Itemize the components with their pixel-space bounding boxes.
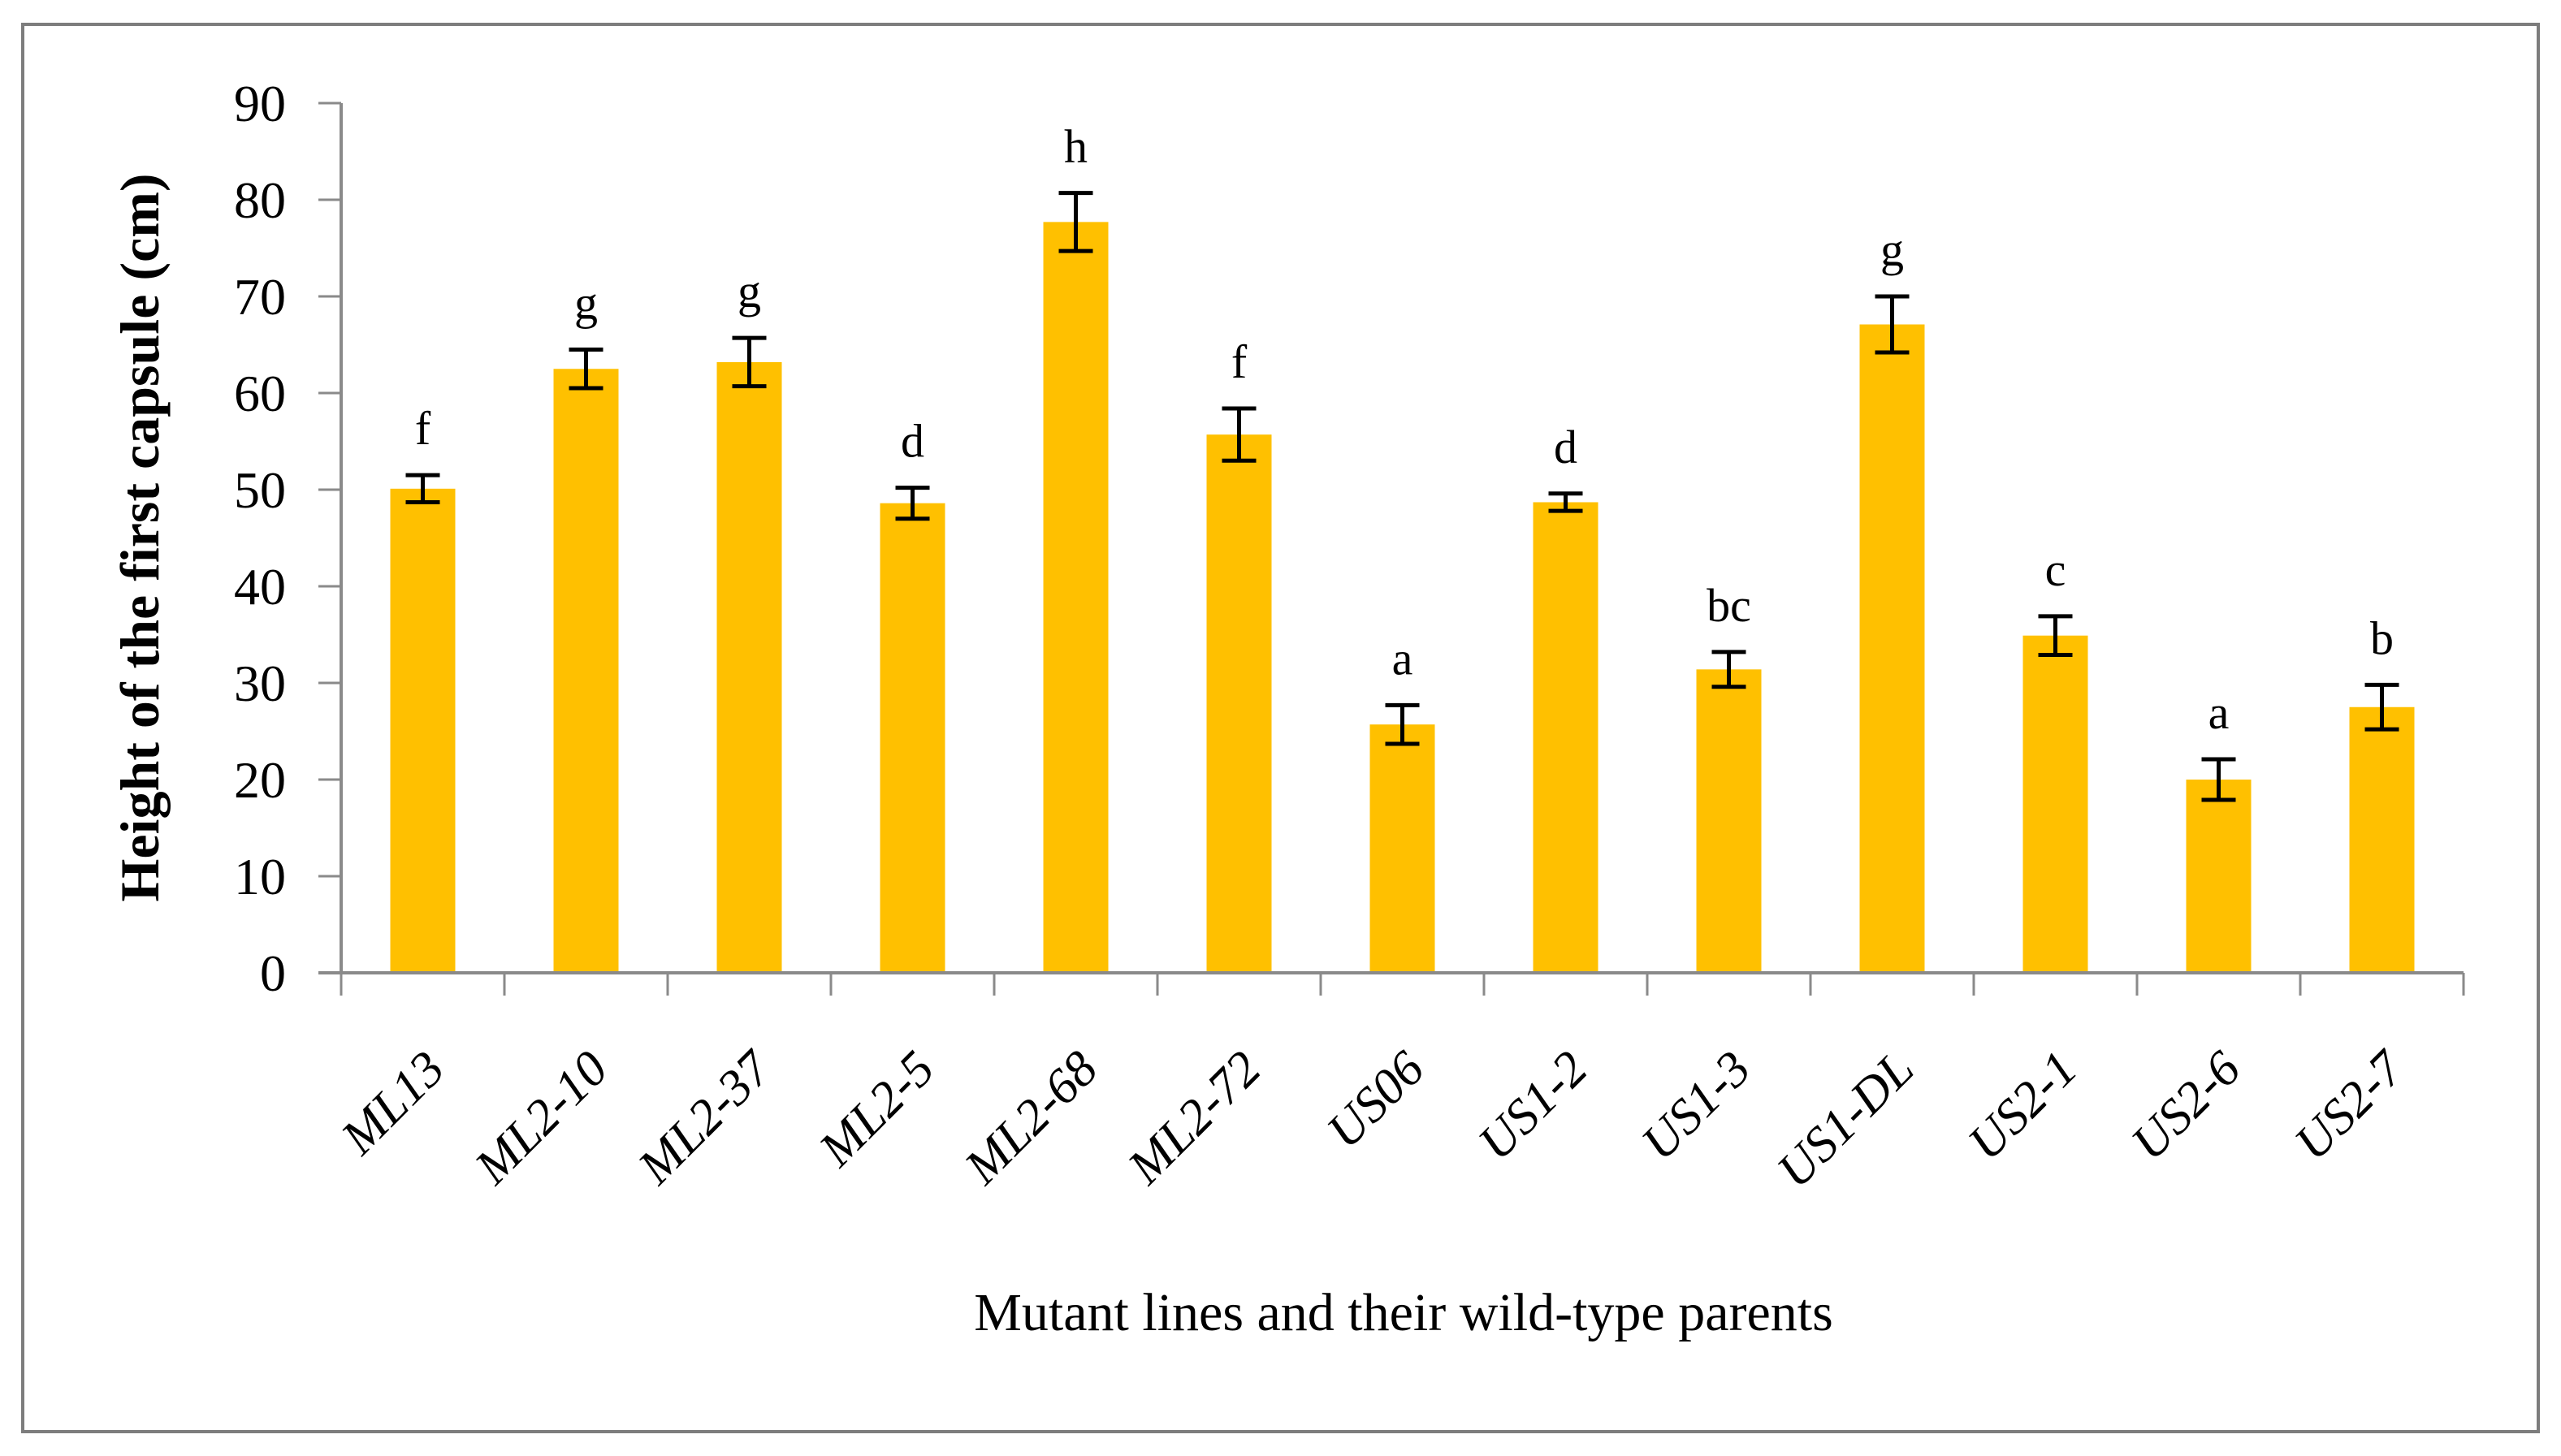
bar-ML2-68 bbox=[1043, 222, 1109, 973]
y-tick-label-20: 20 bbox=[234, 751, 286, 809]
y-tick-label-30: 30 bbox=[234, 655, 286, 712]
significance-letter-US1-3: bc bbox=[1707, 579, 1751, 632]
bar-US2-1 bbox=[2022, 635, 2088, 973]
significance-letter-US2-7: b bbox=[2370, 611, 2394, 664]
y-tick-label-60: 60 bbox=[234, 365, 286, 422]
bar-US2-7 bbox=[2349, 706, 2415, 973]
bar-ML2-72 bbox=[1206, 434, 1272, 973]
y-tick-label-40: 40 bbox=[234, 558, 286, 616]
x-tick-label-ML2-37: ML2-37 bbox=[627, 1039, 783, 1195]
figure-border bbox=[21, 23, 2540, 1433]
bar-ML13 bbox=[390, 488, 456, 973]
bar-US1-2 bbox=[1533, 502, 1598, 973]
bar-US1-3 bbox=[1696, 669, 1762, 973]
bar-ML2-10 bbox=[553, 369, 619, 973]
significance-letter-US2-6: a bbox=[2208, 686, 2230, 739]
y-tick-label-0: 0 bbox=[260, 944, 286, 1002]
significance-letter-ML2-68: h bbox=[1064, 120, 1088, 173]
x-tick-label-US2-1: US2-1 bbox=[1958, 1041, 2087, 1171]
x-tick-label-ML2-68: ML2-68 bbox=[954, 1041, 1108, 1195]
x-tick-label-US2-7: US2-7 bbox=[2284, 1039, 2416, 1171]
x-tick-label-US1-DL: US1-DL bbox=[1767, 1041, 1924, 1199]
bar-US06 bbox=[1369, 724, 1435, 973]
y-tick-label-70: 70 bbox=[234, 268, 286, 326]
bar-US2-6 bbox=[2186, 780, 2252, 973]
x-axis-title: Mutant lines and their wild-type parents bbox=[974, 1283, 1833, 1342]
x-tick-label-ML2-72: ML2-72 bbox=[1117, 1041, 1271, 1195]
y-tick-label-90: 90 bbox=[234, 75, 286, 132]
significance-letter-US06: a bbox=[1392, 632, 1413, 685]
x-tick-label-US06: US06 bbox=[1317, 1041, 1435, 1160]
bar-ML2-5 bbox=[880, 503, 945, 973]
x-tick-label-ML13: ML13 bbox=[331, 1041, 456, 1166]
x-tick-label-US2-6: US2-6 bbox=[2121, 1041, 2251, 1171]
significance-letter-ML13: f bbox=[415, 402, 431, 455]
y-tick-label-80: 80 bbox=[234, 171, 286, 229]
significance-letter-ML2-72: f bbox=[1231, 335, 1248, 388]
significance-letter-ML2-10: g bbox=[574, 276, 598, 329]
x-tick-label-ML2-5: ML2-5 bbox=[808, 1041, 945, 1177]
y-tick-label-10: 10 bbox=[234, 848, 286, 905]
significance-letter-ML2-5: d bbox=[901, 415, 924, 468]
significance-letter-ML2-37: g bbox=[738, 265, 761, 318]
bar-ML2-37 bbox=[716, 361, 782, 973]
x-tick-label-US1-3: US1-3 bbox=[1631, 1041, 1761, 1171]
significance-letter-US2-1: c bbox=[2045, 543, 2066, 596]
x-tick-label-ML2-10: ML2-10 bbox=[464, 1041, 618, 1195]
significance-letter-US1-DL: g bbox=[1880, 223, 1904, 276]
x-tick-label-US1-2: US1-2 bbox=[1468, 1041, 1598, 1171]
y-axis-title: Height of the first capsule (cm) bbox=[109, 173, 171, 902]
bar-US1-DL bbox=[1859, 324, 1925, 973]
y-tick-label-50: 50 bbox=[234, 461, 286, 519]
significance-letter-US1-2: d bbox=[1554, 421, 1577, 473]
